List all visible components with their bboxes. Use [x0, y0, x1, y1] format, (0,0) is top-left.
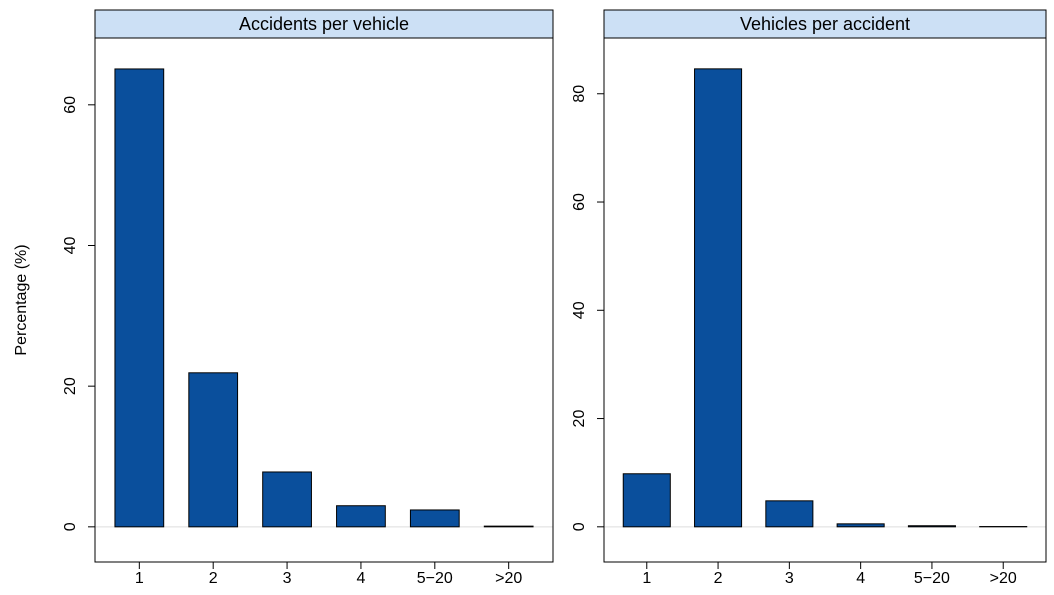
x-tick-label: 3 [283, 570, 292, 587]
bar [263, 472, 312, 527]
bar [115, 69, 164, 527]
x-tick-label: 4 [856, 570, 865, 587]
x-tick-label: 5−20 [914, 570, 950, 587]
y-tick-label: 60 [62, 96, 79, 114]
y-tick-label: 40 [571, 301, 588, 319]
panel-title: Accidents per vehicle [239, 14, 409, 34]
x-tick-label: >20 [990, 570, 1017, 587]
bar [837, 524, 884, 527]
bar [766, 501, 813, 527]
x-tick-label: 2 [209, 570, 218, 587]
x-tick-label: >20 [495, 570, 522, 587]
bar [484, 526, 533, 527]
y-tick-label: 0 [571, 522, 588, 531]
bar [410, 510, 459, 527]
x-tick-label: 2 [714, 570, 723, 587]
bar [623, 474, 670, 527]
x-tick-label: 1 [135, 570, 144, 587]
y-tick-label: 0 [62, 522, 79, 531]
bar [908, 526, 955, 527]
x-tick-label: 3 [785, 570, 794, 587]
x-tick-label: 1 [642, 570, 651, 587]
y-tick-label: 40 [62, 236, 79, 254]
bar [695, 69, 742, 527]
bar [337, 506, 386, 527]
x-tick-label: 4 [356, 570, 365, 587]
bar [189, 373, 238, 527]
panel-title: Vehicles per accident [740, 14, 910, 34]
y-tick-label: 80 [571, 85, 588, 103]
y-tick-label: 20 [62, 377, 79, 395]
y-tick-label: 20 [571, 410, 588, 428]
y-tick-label: 60 [571, 193, 588, 211]
x-tick-label: 5−20 [417, 570, 453, 587]
y-axis-label: Percentage (%) [13, 244, 30, 355]
